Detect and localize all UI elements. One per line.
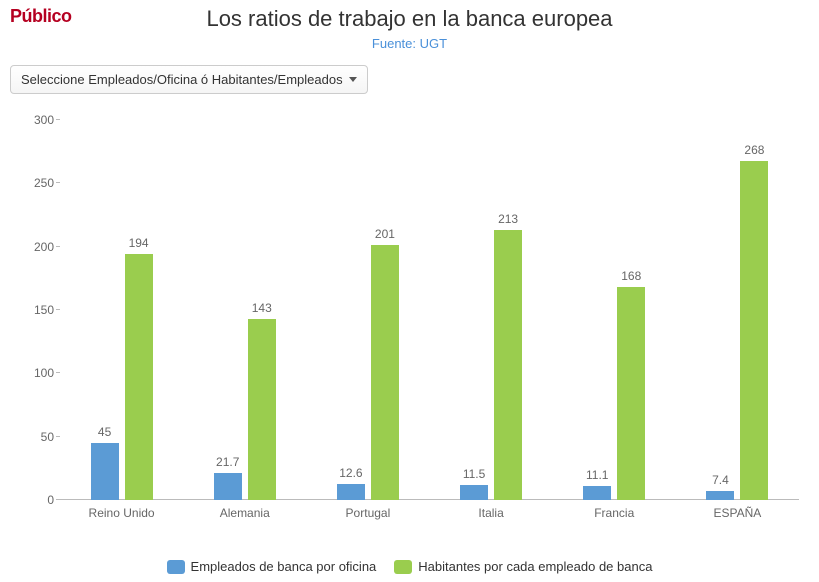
y-tick-label: 200 (34, 240, 60, 254)
bar-value-label: 201 (355, 227, 415, 241)
category-group: 11.1168Francia (553, 120, 676, 500)
bar[interactable] (706, 491, 734, 500)
category-group: 45194Reino Unido (60, 120, 183, 500)
series-selector-dropdown[interactable]: Seleccione Empleados/Oficina ó Habitante… (10, 65, 368, 94)
category-group: 21.7143Alemania (183, 120, 306, 500)
bar[interactable] (337, 484, 365, 500)
bar[interactable] (214, 473, 242, 500)
category-label: Italia (478, 506, 503, 520)
bar[interactable] (248, 319, 276, 500)
y-tick-label: 300 (34, 113, 60, 127)
category-label: Portugal (346, 506, 391, 520)
legend-swatch-1 (394, 560, 412, 574)
chart-area: 05010015020025030045194Reino Unido21.714… (20, 120, 809, 522)
bar[interactable] (91, 443, 119, 500)
legend: Empleados de banca por oficina Habitante… (0, 559, 819, 574)
brand-logo: Público (10, 6, 72, 27)
category-label: Reino Unido (89, 506, 155, 520)
chevron-down-icon (349, 77, 357, 82)
category-group: 7.4268ESPAÑA (676, 120, 799, 500)
bar[interactable] (460, 485, 488, 500)
y-tick-label: 0 (47, 493, 60, 507)
bar[interactable] (617, 287, 645, 500)
plot-area: 05010015020025030045194Reino Unido21.714… (60, 120, 799, 500)
legend-swatch-0 (167, 560, 185, 574)
y-tick-label: 250 (34, 176, 60, 190)
y-tick-label: 100 (34, 366, 60, 380)
bar-value-label: 143 (232, 301, 292, 315)
category-label: ESPAÑA (714, 506, 762, 520)
y-tick-label: 150 (34, 303, 60, 317)
bar[interactable] (740, 161, 768, 500)
bar[interactable] (494, 230, 522, 500)
legend-item-0[interactable]: Empleados de banca por oficina (167, 559, 377, 574)
bar[interactable] (371, 245, 399, 500)
bar-value-label: 268 (724, 143, 784, 157)
dropdown-label: Seleccione Empleados/Oficina ó Habitante… (21, 72, 343, 87)
bar-value-label: 213 (478, 212, 538, 226)
chart-title: Los ratios de trabajo en la banca europe… (10, 6, 809, 32)
legend-item-1[interactable]: Habitantes por cada empleado de banca (394, 559, 652, 574)
category-group: 12.6201Portugal (306, 120, 429, 500)
legend-label-0: Empleados de banca por oficina (191, 559, 377, 574)
category-label: Alemania (220, 506, 270, 520)
category-label: Francia (594, 506, 634, 520)
bar-value-label: 168 (601, 269, 661, 283)
chart-subtitle: Fuente: UGT (10, 36, 809, 51)
bar-value-label: 194 (109, 236, 169, 250)
bar[interactable] (583, 486, 611, 500)
bar[interactable] (125, 254, 153, 500)
category-group: 11.5213Italia (430, 120, 553, 500)
y-tick-label: 50 (41, 430, 60, 444)
legend-label-1: Habitantes por cada empleado de banca (418, 559, 652, 574)
